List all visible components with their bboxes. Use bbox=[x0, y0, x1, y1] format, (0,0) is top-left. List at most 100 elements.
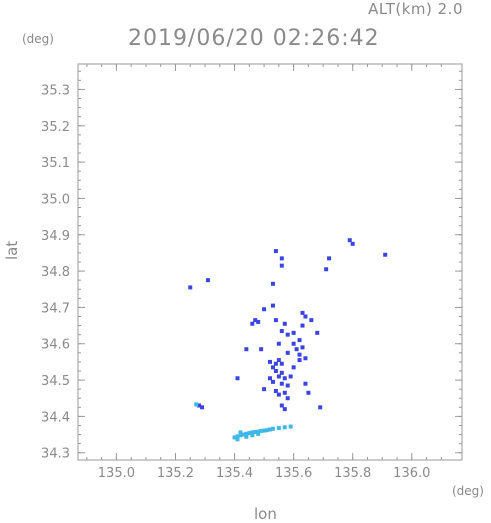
echo-point bbox=[297, 338, 302, 343]
x-tick-label: 135.6 bbox=[275, 466, 312, 481]
echo-point bbox=[250, 430, 255, 435]
echo-point bbox=[253, 430, 258, 435]
echo-point bbox=[300, 345, 305, 350]
echo-point bbox=[300, 323, 305, 328]
y-tick-labels: 34.3 34.4 34.5 34.6 34.7 34.8 34.9 35.0 35.1 35.2… bbox=[41, 83, 70, 461]
echo-point bbox=[288, 424, 293, 429]
echo-point bbox=[347, 238, 352, 243]
x-tick-label: 135.2 bbox=[157, 466, 194, 481]
echo-point bbox=[297, 352, 302, 357]
y-axis-unit: (deg) bbox=[22, 32, 54, 46]
echo-point bbox=[270, 379, 275, 384]
y-tick-label: 34.6 bbox=[41, 338, 70, 353]
echo-point bbox=[282, 321, 287, 326]
echo-point bbox=[270, 281, 275, 286]
echo-point bbox=[276, 341, 281, 346]
echo-point bbox=[268, 427, 272, 432]
echo-point bbox=[276, 358, 281, 363]
echo-point bbox=[279, 403, 284, 408]
echo-point bbox=[256, 429, 261, 434]
echo-point bbox=[265, 428, 270, 433]
echo-point bbox=[235, 434, 240, 439]
echo-point bbox=[268, 359, 272, 364]
y-tick-label: 35.1 bbox=[41, 156, 70, 171]
echo-point bbox=[383, 252, 388, 257]
echo-point bbox=[247, 431, 252, 436]
x-tick-label: 135.0 bbox=[98, 466, 135, 481]
echo-point bbox=[200, 405, 205, 410]
echo-point bbox=[291, 365, 296, 370]
echo-point bbox=[188, 285, 193, 290]
x-axis-unit: (deg) bbox=[452, 484, 484, 498]
echo-point bbox=[205, 278, 210, 283]
echo-point bbox=[244, 431, 249, 436]
x-axis-label: lon bbox=[254, 505, 277, 523]
timestamp-title: 2019/06/20 02:26:42 bbox=[128, 26, 380, 51]
echo-point bbox=[268, 376, 272, 381]
echo-point bbox=[244, 347, 249, 352]
echo-point bbox=[282, 376, 287, 381]
y-tick-label: 34.4 bbox=[41, 410, 70, 425]
echo-point bbox=[259, 428, 264, 433]
echo-point bbox=[253, 318, 258, 323]
echo-point bbox=[262, 428, 267, 433]
echo-point bbox=[279, 329, 284, 334]
echo-point bbox=[256, 319, 261, 324]
echo-point bbox=[285, 383, 290, 388]
echo-point bbox=[318, 405, 323, 410]
echo-point bbox=[244, 434, 249, 439]
y-tick-label: 34.5 bbox=[41, 374, 70, 389]
y-tick-label: 34.9 bbox=[41, 229, 70, 244]
echo-point bbox=[309, 318, 314, 323]
echo-point bbox=[279, 361, 284, 366]
echo-point bbox=[273, 368, 278, 373]
echo-point bbox=[279, 256, 284, 261]
y-tick-label: 34.7 bbox=[41, 301, 70, 316]
echo-point bbox=[291, 330, 296, 335]
echo-point bbox=[279, 370, 284, 375]
echo-point bbox=[262, 307, 267, 312]
echo-point bbox=[241, 432, 246, 437]
x-tick-label: 136.0 bbox=[393, 466, 430, 481]
echo-point bbox=[285, 332, 290, 337]
y-tick-label: 35.3 bbox=[41, 83, 70, 98]
echo-point bbox=[285, 396, 290, 401]
echo-point bbox=[288, 374, 293, 379]
echo-point bbox=[324, 267, 329, 272]
echo-point bbox=[315, 330, 320, 335]
echo-points bbox=[188, 238, 388, 442]
echo-point bbox=[238, 430, 243, 435]
axis-ticks bbox=[78, 64, 462, 460]
echo-point bbox=[250, 433, 255, 438]
echo-point bbox=[232, 435, 237, 440]
y-tick-label: 35.0 bbox=[41, 192, 70, 207]
y-tick-label: 35.2 bbox=[41, 120, 70, 135]
echo-point bbox=[256, 431, 261, 436]
echo-point bbox=[235, 437, 240, 442]
echo-point bbox=[262, 387, 267, 392]
echo-point bbox=[276, 426, 281, 431]
echo-point bbox=[276, 392, 281, 397]
echo-point bbox=[285, 350, 290, 355]
echo-point bbox=[238, 433, 243, 438]
echo-point bbox=[350, 241, 355, 246]
echo-point bbox=[300, 310, 305, 315]
echo-point bbox=[197, 403, 202, 408]
echo-point bbox=[306, 390, 311, 395]
echo-point bbox=[303, 356, 308, 361]
echo-point bbox=[279, 381, 284, 386]
echo-point bbox=[294, 347, 299, 352]
x-tick-labels: 135.0 135.2 135.4 135.6 135.8 136.0 bbox=[98, 466, 431, 481]
echo-point bbox=[259, 347, 264, 352]
y-tick-label: 34.8 bbox=[41, 265, 70, 280]
echo-point bbox=[291, 341, 296, 346]
echo-point bbox=[273, 361, 278, 366]
echo-point bbox=[270, 426, 275, 431]
echo-point bbox=[303, 381, 308, 386]
echo-point bbox=[327, 256, 332, 261]
echo-point bbox=[282, 425, 287, 430]
echo-point bbox=[270, 365, 275, 370]
echo-point bbox=[250, 321, 255, 326]
echo-point bbox=[194, 402, 199, 407]
altitude-label: ALT(km) 2.0 bbox=[368, 0, 463, 18]
